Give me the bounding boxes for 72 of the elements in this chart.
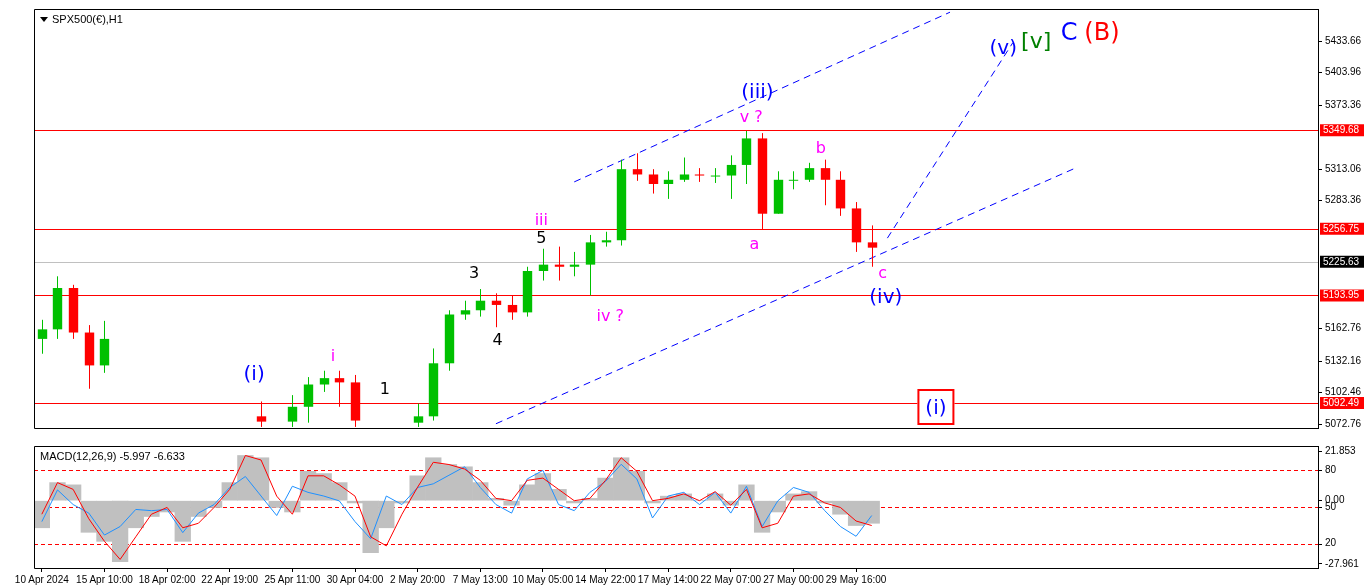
x-tick-label: 14 May 22:00 (575, 573, 637, 585)
candlestick (726, 154, 737, 200)
candlestick (648, 168, 659, 195)
y2-tick-label: 80 (1325, 464, 1337, 476)
annotation: (v) (989, 35, 1017, 60)
annotation: (B) (1084, 18, 1120, 47)
chart-title: SPX500(€),H1 (52, 13, 123, 25)
annotation: 3 (468, 263, 480, 283)
x-tick-label: 29 May 16:00 (825, 573, 887, 585)
candlestick (569, 251, 580, 277)
y-tick-label: 5162.76 (1325, 322, 1362, 334)
ref-line-label: 5256.75 (1323, 222, 1360, 234)
chart-title: MACD(12,26,9) -5.997 -6.633 (40, 450, 185, 462)
annotation: (iii) (741, 78, 774, 103)
candlestick (460, 300, 471, 321)
x-tick-label: 10 May 05:00 (512, 573, 574, 585)
x-tick-label: 18 Apr 02:00 (138, 573, 196, 585)
candlestick (37, 319, 48, 355)
candlestick (710, 167, 721, 184)
y2-tick-label: 20 (1325, 537, 1337, 549)
annotation: (i) (243, 360, 265, 385)
y-tick-label: 5102.46 (1325, 386, 1362, 398)
annotation: 5 (536, 228, 547, 248)
x-tick-label: 7 May 13:00 (452, 573, 509, 585)
annotation: (i) (917, 388, 955, 425)
annotation: v ? (739, 107, 763, 127)
annotation: c (878, 263, 888, 283)
y-tick-label: 5373.36 (1325, 98, 1362, 110)
candlestick (663, 170, 674, 200)
candlestick (287, 394, 298, 428)
y-tick-label: -27.961 (1325, 557, 1360, 569)
candlestick (554, 246, 565, 282)
ref-line-label: 5193.95 (1323, 289, 1360, 301)
y-tick-label: 5283.36 (1325, 194, 1362, 206)
candlestick (632, 152, 643, 182)
annotation: iii (534, 210, 548, 230)
candlestick (585, 234, 596, 296)
ref-line-label: 5092.49 (1323, 396, 1360, 408)
candlestick (538, 248, 549, 282)
annotation: i (330, 345, 336, 365)
annotation: [v] (1021, 27, 1052, 53)
y-tick-label: 5433.66 (1325, 34, 1362, 46)
ref-line-label: 5349.68 (1323, 124, 1360, 136)
x-tick-label: 17 May 14:00 (637, 573, 699, 585)
x-tick-label: 25 Apr 11:00 (264, 573, 321, 585)
y-tick-label: 5313.06 (1325, 162, 1362, 174)
x-tick-label: 22 Apr 19:00 (201, 573, 259, 585)
y-tick-label: 21.853 (1325, 445, 1357, 457)
annotation: a (749, 234, 760, 254)
candlestick (820, 159, 831, 206)
x-tick-label: 10 Apr 2024 (14, 573, 70, 585)
y-tick-label: 5132.16 (1325, 354, 1362, 366)
candlestick (303, 376, 314, 424)
candlestick (413, 403, 424, 428)
ref-line-label: 5225.63 (1323, 255, 1360, 267)
annotation: C (1060, 18, 1078, 47)
y-tick-label: 5403.96 (1325, 66, 1362, 78)
candlestick (804, 162, 815, 183)
x-tick-label: 15 Apr 10:00 (76, 573, 134, 585)
candlestick (475, 288, 486, 318)
candlestick (319, 370, 330, 393)
x-tick-label: 27 May 00:00 (763, 573, 825, 585)
candlestick (679, 157, 690, 183)
x-tick-label: 2 May 20:00 (390, 573, 446, 585)
annotation: 1 (379, 378, 390, 398)
x-tick-label: 30 Apr 04:00 (326, 573, 384, 585)
x-tick-label: 22 May 07:00 (700, 573, 762, 585)
candlestick (788, 170, 799, 190)
annotation: b (815, 137, 826, 157)
annotation: iv ? (596, 305, 624, 325)
annotation: 4 (492, 329, 503, 349)
y-tick-label: 5072.76 (1325, 417, 1362, 429)
